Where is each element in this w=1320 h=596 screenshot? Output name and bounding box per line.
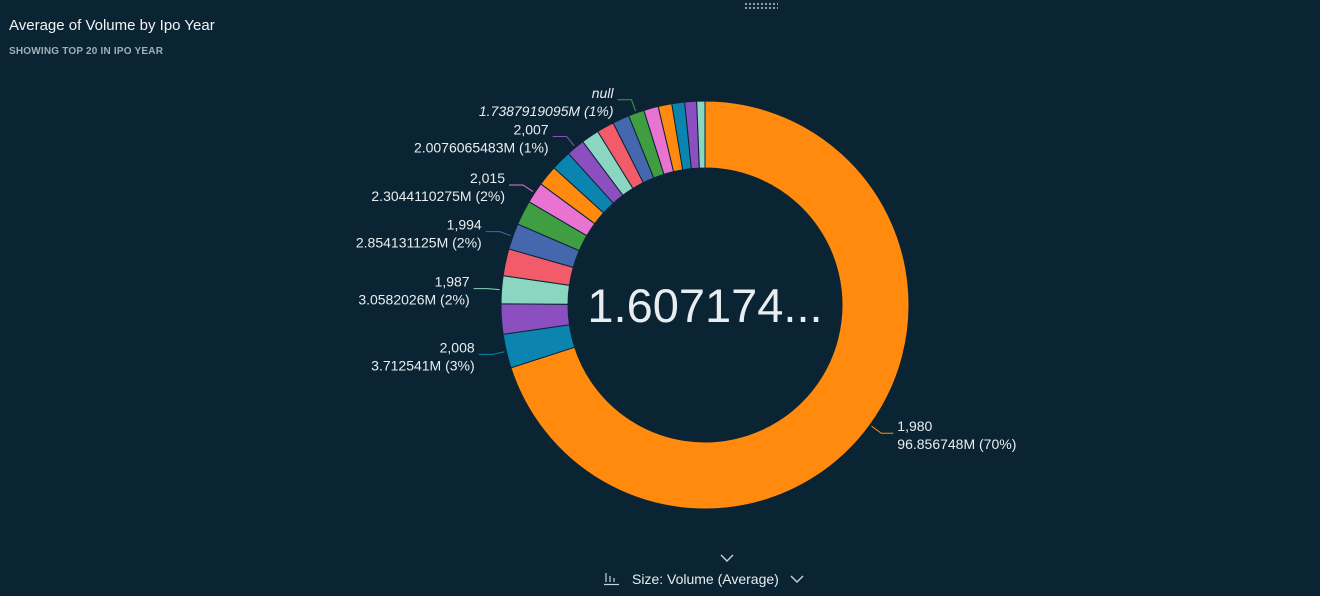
slice-value-label: 3.0582026M (2%) [358,292,469,308]
chart-title: Average of Volume by Ipo Year [9,17,215,34]
slice-category-label: 1,980 [897,418,932,434]
slice-category-label: 2,015 [470,170,505,186]
leader-line [509,184,534,193]
slice-value-label: 96.856748M (70%) [897,436,1016,452]
leader-line [473,288,500,291]
drag-handle-icon[interactable] [744,2,778,10]
field-well-icon [604,573,619,586]
slice-category-label: 1,994 [447,217,482,233]
leader-line [485,231,512,237]
donut-slice[interactable] [510,100,910,510]
size-field-selector[interactable]: Size: Volume (Average) [604,568,805,590]
slice-value-label: 2.0076065483M (1%) [414,140,549,156]
slice-value-label: 1.7387919095M (1%) [479,103,614,119]
slice-category-label: 2,008 [440,339,475,355]
slice-value-label: 3.712541M (3%) [371,357,475,373]
donut-slice[interactable] [696,100,706,169]
leader-line [617,99,637,112]
slice-category-label: null [592,85,615,101]
leader-line [871,425,894,434]
leader-line [478,351,505,355]
slice-category-label: 2,007 [514,122,549,138]
chart-subtitle: SHOWING TOP 20 IN IPO YEAR [9,46,164,57]
slice-category-label: 1,987 [435,274,470,290]
slice-value-label: 2.3044110275M (2%) [371,188,505,204]
chevron-down-icon[interactable] [719,552,735,564]
leader-line [552,136,575,147]
chevron-down-icon [790,575,804,583]
center-total-value: 1.607174... [587,279,822,332]
size-field-label: Size: Volume (Average) [632,571,779,587]
slice-value-label: 2.854131125M (2%) [356,235,482,251]
